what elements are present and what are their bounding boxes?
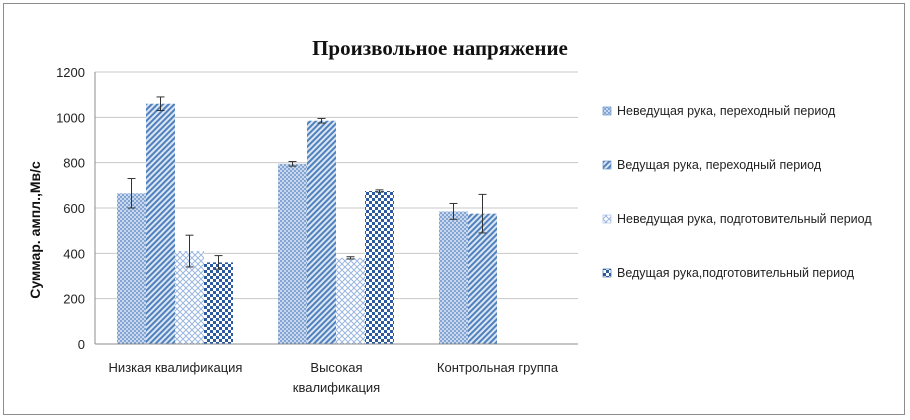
x-axis — [94, 72, 578, 345]
y-tick-label: 800 — [63, 156, 85, 171]
bar — [365, 191, 394, 344]
y-tick-label: 1000 — [56, 110, 85, 125]
legend-swatch — [602, 214, 612, 224]
bar — [336, 257, 365, 344]
category-label: Контрольная группа — [437, 360, 559, 375]
legend-swatch — [602, 160, 612, 170]
bar — [117, 193, 146, 344]
category-labels: Низкая квалификация Высокая квалификация Ко… — [109, 360, 559, 395]
legend-entry: Неведущая рука, подготовительный период — [617, 212, 872, 226]
y-tick-label: 600 — [63, 201, 85, 216]
y-axis-ticks: 0 200 400 600 800 1000 1200 — [56, 65, 85, 352]
bar — [146, 103, 175, 344]
category-label: Высокая квалификация — [293, 360, 380, 395]
bar — [204, 262, 233, 344]
bar — [307, 120, 336, 344]
legend-entry: Неведущая рука, переходный период — [617, 104, 836, 118]
bar — [468, 213, 497, 344]
legend-swatch — [602, 268, 612, 278]
legend-entry: Ведущая рука,подготовительный период — [617, 266, 855, 280]
y-axis-label: Суммар. ампл.,Мв/с — [27, 161, 43, 299]
y-tick-label: 1200 — [56, 65, 85, 80]
legend-swatch — [602, 106, 612, 116]
bars — [117, 103, 497, 344]
y-tick-label: 200 — [63, 292, 85, 307]
error-bars — [127, 96, 487, 270]
bar — [439, 211, 468, 344]
y-tick-label: 0 — [78, 337, 85, 352]
chart-title: Произвольное напряжение — [312, 36, 568, 60]
bar — [278, 163, 307, 344]
legend: Неведущая рука, переходный период Ведущая… — [602, 104, 872, 280]
y-tick-label: 400 — [63, 246, 85, 261]
category-label: Низкая квалификация — [109, 360, 243, 375]
legend-entry: Ведущая рука, переходный период — [617, 158, 822, 172]
